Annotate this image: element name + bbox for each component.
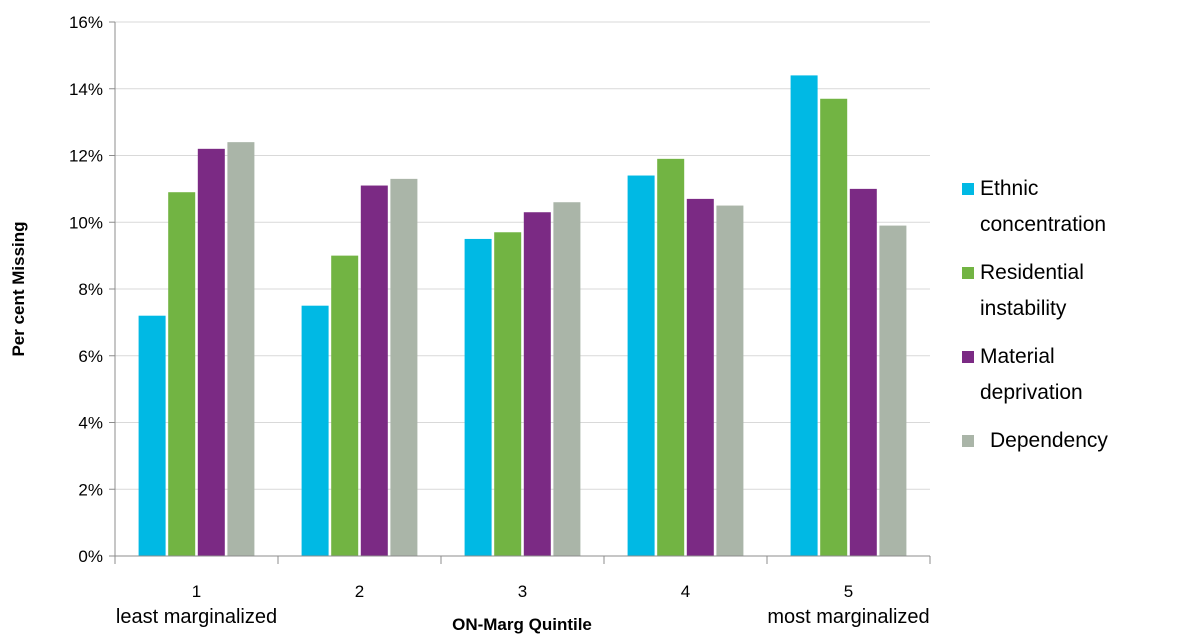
bar-residential-instability-q4 bbox=[657, 158, 685, 556]
legend-swatch bbox=[962, 351, 974, 363]
legend-label: Material bbox=[980, 345, 1055, 368]
x-tick-label: 4 bbox=[681, 582, 690, 601]
y-tick-label: 14% bbox=[69, 80, 103, 99]
bar-residential-instability-q5 bbox=[820, 98, 848, 556]
x-axis-label: ON-Marg Quintile bbox=[452, 615, 592, 634]
bar-ethnic-concentration-q5 bbox=[790, 75, 818, 557]
y-axis-label: Per cent Missing bbox=[9, 221, 28, 356]
bar-residential-instability-q2 bbox=[331, 255, 359, 556]
legend-label: Residential bbox=[980, 261, 1084, 284]
y-tick-label: 16% bbox=[69, 13, 103, 32]
legend-swatch bbox=[962, 183, 974, 195]
bar-residential-instability-q1 bbox=[168, 192, 196, 556]
y-tick-label: 12% bbox=[69, 147, 103, 166]
bar-dependency-q3 bbox=[553, 202, 581, 556]
bar-dependency-q2 bbox=[390, 178, 418, 557]
legend-label: concentration bbox=[980, 213, 1106, 236]
y-tick-label: 8% bbox=[78, 280, 103, 299]
y-tick-label: 2% bbox=[78, 480, 103, 499]
bars bbox=[138, 75, 907, 557]
x-tick-label: 2 bbox=[355, 582, 364, 601]
bar-dependency-q1 bbox=[227, 142, 255, 556]
y-tick-label: 6% bbox=[78, 347, 103, 366]
bar-ethnic-concentration-q4 bbox=[627, 175, 655, 556]
x-tick-label: 1 bbox=[192, 582, 201, 601]
bar-material-deprivation-q3 bbox=[523, 212, 551, 557]
y-tick-labels: 0% 2% 4% 6% 8% 10% 12% 14% 16% bbox=[69, 13, 103, 566]
x-tick-sublabel: most marginalized bbox=[767, 606, 929, 628]
bar-dependency-q4 bbox=[716, 205, 744, 556]
bar-material-deprivation-q2 bbox=[360, 185, 388, 556]
x-tick-label: 3 bbox=[518, 582, 527, 601]
bar-material-deprivation-q4 bbox=[686, 198, 714, 556]
y-tick-label: 0% bbox=[78, 547, 103, 566]
bar-dependency-q5 bbox=[879, 225, 907, 556]
bar-ethnic-concentration-q2 bbox=[301, 305, 329, 556]
bar-ethnic-concentration-q1 bbox=[138, 315, 166, 556]
legend-label: Ethnic bbox=[980, 177, 1038, 200]
bar-ethnic-concentration-q3 bbox=[464, 238, 492, 556]
legend-swatch bbox=[962, 267, 974, 279]
bar-material-deprivation-q5 bbox=[849, 188, 877, 556]
y-tick-label: 4% bbox=[78, 414, 103, 433]
x-tick-labels: 1 least marginalized 2 3 4 5 most marginalized bbox=[116, 582, 930, 628]
y-tick-label: 10% bbox=[69, 213, 103, 232]
bar-residential-instability-q3 bbox=[494, 232, 522, 556]
x-tick-sublabel: least marginalized bbox=[116, 606, 277, 628]
legend-label: deprivation bbox=[980, 381, 1083, 404]
legend-swatch bbox=[962, 435, 974, 447]
axes bbox=[109, 21, 931, 564]
legend: Ethnic concentration Residential instabilit… bbox=[962, 177, 1108, 452]
legend-label: instability bbox=[980, 297, 1067, 320]
x-tick-label: 5 bbox=[844, 582, 853, 601]
bar-material-deprivation-q1 bbox=[197, 148, 225, 556]
legend-label: Dependency bbox=[990, 429, 1108, 452]
